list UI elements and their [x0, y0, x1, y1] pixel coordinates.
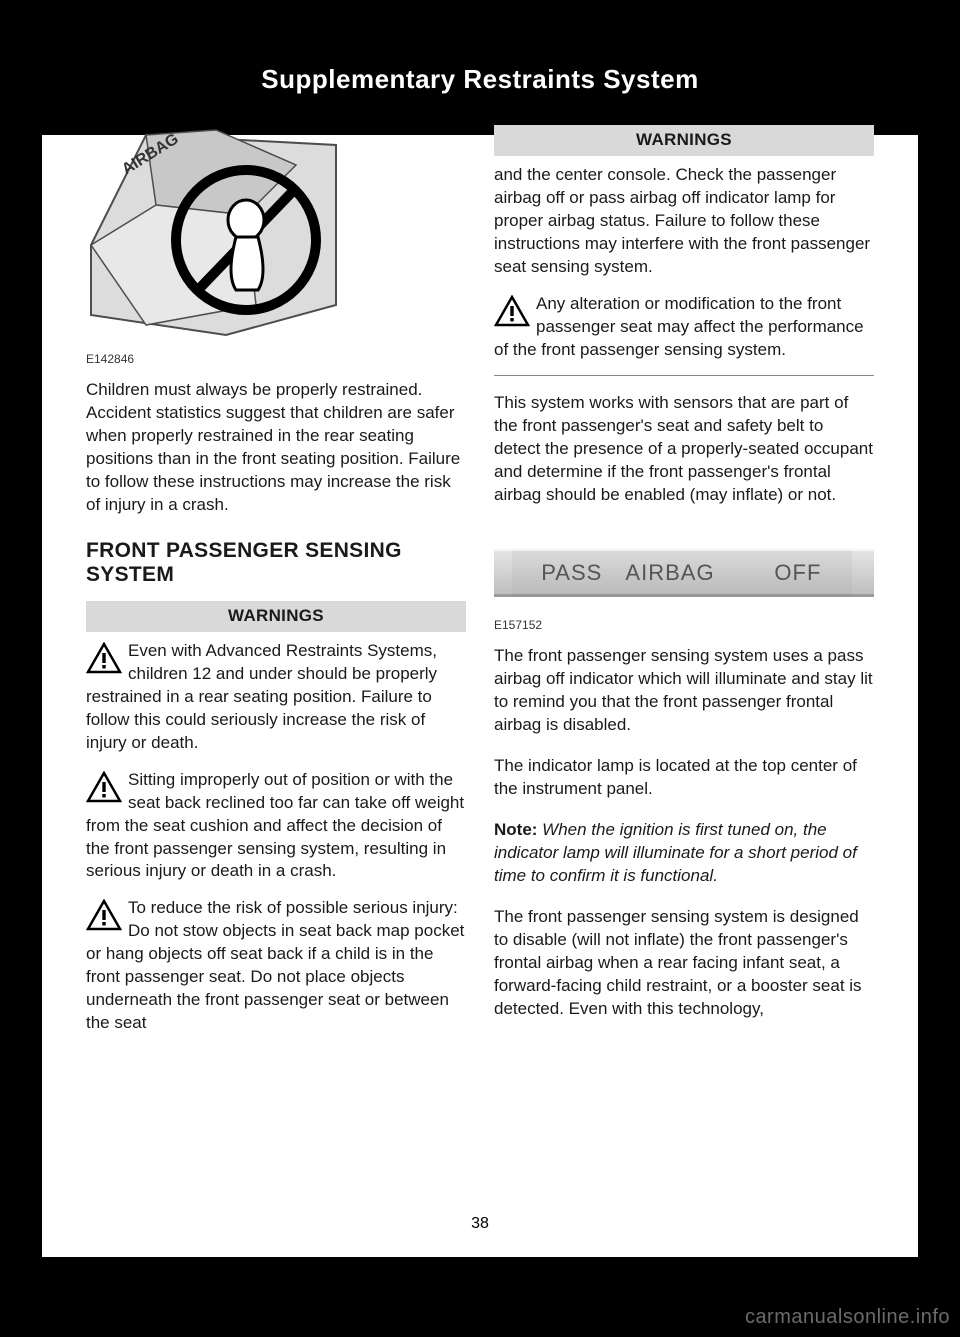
warnings-header: WARNINGS [86, 601, 466, 632]
page-title: Supplementary Restraints System [42, 42, 918, 135]
pass-airbag-label: PASS [541, 558, 602, 588]
warning-text: Even with Advanced Restraints Systems, c… [86, 641, 437, 752]
warning-icon [494, 295, 530, 327]
body-paragraph: The front passenger sensing system uses … [494, 645, 874, 737]
warning-item: Even with Advanced Restraints Systems, c… [86, 640, 466, 755]
warning-icon [86, 771, 122, 803]
watermark: carmanualsonline.info [745, 1306, 950, 1329]
page-number: 38 [42, 1215, 918, 1233]
note-body: When the ignition is first tuned on, the… [494, 820, 857, 885]
content-columns: AIRBAG E142846 Children must always be p… [42, 125, 918, 1079]
note-paragraph: Note: When the ignition is first tuned o… [494, 819, 874, 888]
body-paragraph: The indicator lamp is located at the top… [494, 755, 874, 801]
airbag-figure: AIRBAG [86, 125, 466, 345]
figure-code: E142846 [86, 351, 466, 367]
warning-icon [86, 642, 122, 674]
note-label: Note: [494, 820, 537, 839]
section-heading: FRONT PASSENGER SENSING SYSTEM [86, 539, 466, 587]
left-column: AIRBAG E142846 Children must always be p… [86, 125, 466, 1049]
warning-text: Any alteration or modification to the fr… [494, 294, 864, 359]
pass-airbag-indicator: PASS AIRBAG OFF [494, 549, 874, 597]
warning-item: To reduce the risk of possible serious i… [86, 897, 466, 1035]
warnings-header: WARNINGS [494, 125, 874, 156]
warning-icon [86, 899, 122, 931]
warning-item: Sitting improperly out of position or wi… [86, 769, 466, 884]
body-paragraph: The front passenger sensing system is de… [494, 906, 874, 1021]
warning-text: and the center console. Check the passen… [494, 165, 870, 276]
warning-item: Any alteration or modification to the fr… [494, 293, 874, 362]
warning-text: Sitting improperly out of position or wi… [86, 770, 464, 881]
warning-continuation: and the center console. Check the passen… [494, 164, 874, 279]
pass-airbag-figure: PASS AIRBAG OFF [494, 549, 874, 597]
page: Supplementary Restraints System AIRBAG [42, 42, 918, 1257]
warning-text: To reduce the risk of possible serious i… [86, 898, 464, 1032]
right-column: WARNINGS and the center console. Check t… [494, 125, 874, 1049]
figure-code: E157152 [494, 617, 874, 633]
body-paragraph: This system works with sensors that are … [494, 392, 874, 507]
divider [494, 375, 874, 376]
pass-airbag-label: AIRBAG [625, 558, 714, 588]
body-paragraph: Children must always be properly restrai… [86, 379, 466, 517]
pass-airbag-label: OFF [774, 558, 821, 588]
